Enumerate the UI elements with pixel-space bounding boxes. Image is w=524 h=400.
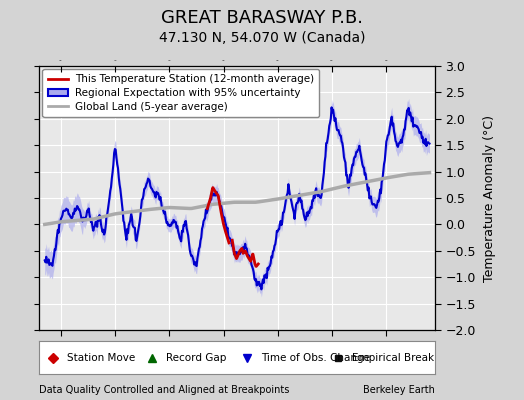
- Y-axis label: Temperature Anomaly (°C): Temperature Anomaly (°C): [483, 114, 496, 282]
- Text: Berkeley Earth: Berkeley Earth: [363, 385, 435, 395]
- Text: Time of Obs. Change: Time of Obs. Change: [261, 353, 370, 362]
- Text: GREAT BARASWAY P.B.: GREAT BARASWAY P.B.: [161, 9, 363, 27]
- Text: Data Quality Controlled and Aligned at Breakpoints: Data Quality Controlled and Aligned at B…: [39, 385, 290, 395]
- Text: Record Gap: Record Gap: [166, 353, 226, 362]
- Text: 47.130 N, 54.070 W (Canada): 47.130 N, 54.070 W (Canada): [159, 31, 365, 45]
- Legend: This Temperature Station (12-month average), Regional Expectation with 95% uncer: This Temperature Station (12-month avera…: [42, 69, 319, 117]
- Text: Empirical Break: Empirical Break: [352, 353, 434, 362]
- Text: Station Move: Station Move: [67, 353, 135, 362]
